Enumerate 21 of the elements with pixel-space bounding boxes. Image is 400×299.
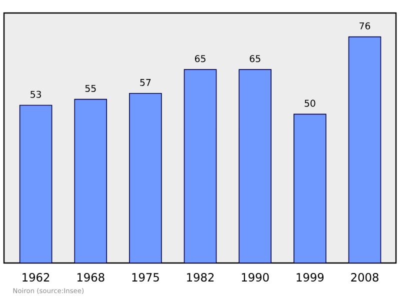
data-label: 65 [250,55,260,62]
x-tick-label: 2008 [351,273,378,282]
x-tick-label: 1999 [296,273,324,282]
x-tick-label: 1990 [242,273,269,282]
bar [184,69,217,263]
data-label: 55 [85,85,96,92]
x-tick-label: 1968 [77,273,104,282]
bar [348,36,382,263]
data-label: 50 [304,100,316,107]
data-label: 76 [360,22,370,30]
data-label: 57 [140,79,151,86]
bar [129,92,162,263]
bar [19,104,52,263]
bar [238,69,272,263]
data-label: 53 [30,90,41,98]
data-label: 65 [194,55,206,62]
bar [74,98,108,263]
x-tick-label: 1962 [22,273,50,282]
bar [294,114,326,263]
x-tick-label: 1982 [187,273,214,282]
x-tick-label: 1975 [132,273,159,282]
